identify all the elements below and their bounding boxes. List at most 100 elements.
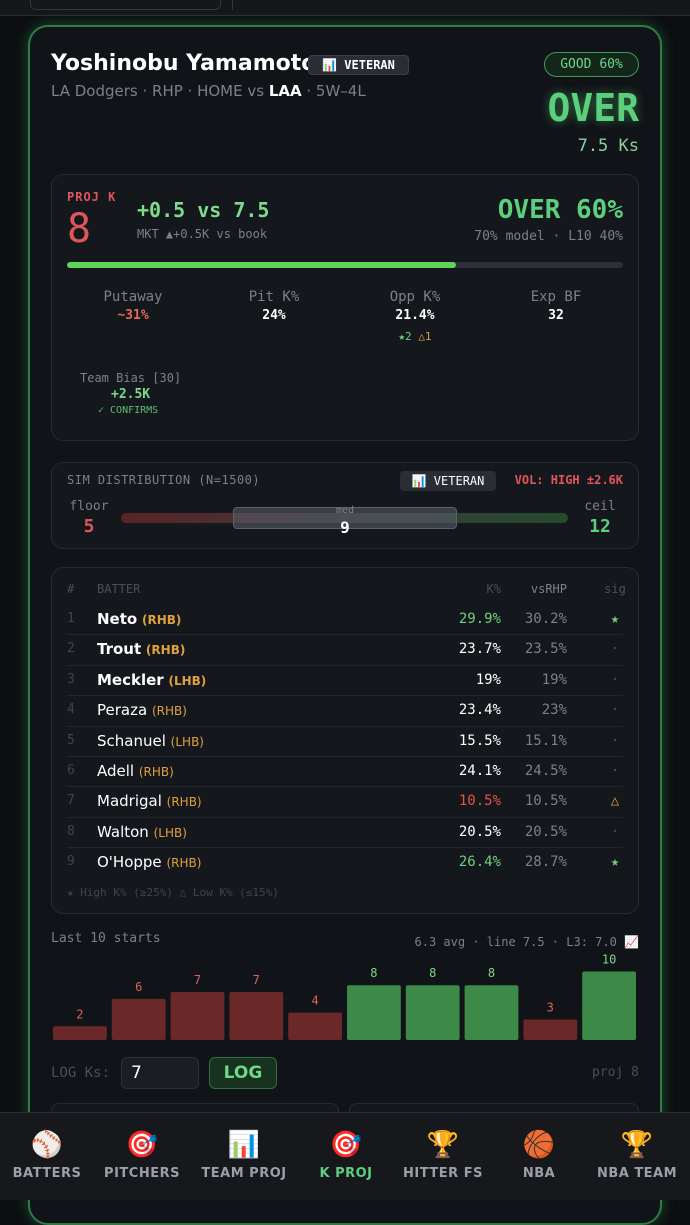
- nav-icon: 🎯: [329, 1130, 363, 1160]
- sim-iqr: [233, 507, 457, 529]
- bar-label: 4: [311, 994, 318, 1008]
- progress-track: [67, 262, 623, 268]
- batter: Schanuel (LHB): [97, 731, 204, 752]
- bar-label: 3: [547, 1000, 554, 1014]
- pick: OVER: [547, 86, 639, 130]
- k-pct: 26.4%: [458, 854, 501, 871]
- log-label: LOG Ks:: [51, 1065, 111, 1081]
- row-num: 1: [67, 611, 75, 626]
- bar: [582, 971, 636, 1040]
- k-pct: 15.5%: [458, 732, 501, 749]
- bar-label: 8: [429, 966, 436, 980]
- nav-item[interactable]: 📊 TEAM PROJ: [196, 1122, 292, 1192]
- batter-hand: (RHB): [151, 704, 187, 719]
- k-pct: 19%: [475, 671, 501, 688]
- log-button-label: LOG: [223, 1063, 263, 1083]
- floor-label: floor: [69, 499, 109, 514]
- k-pct: 24.1%: [458, 763, 501, 779]
- bar-label: 10: [602, 953, 616, 967]
- vs-rhp: 23.5%: [524, 641, 567, 658]
- nav-item[interactable]: 🎯 PITCHERS: [94, 1122, 190, 1192]
- batter-hand: (RHB): [141, 613, 182, 627]
- divider: [232, 0, 233, 10]
- row-divider: [67, 725, 623, 727]
- batter: Adell (RHB): [97, 761, 174, 782]
- nav-label: HITTER FS: [403, 1166, 483, 1181]
- batter: O'Hoppe (RHB): [97, 852, 201, 873]
- sig: ·: [610, 763, 620, 779]
- k-pct: 23.4%: [458, 702, 501, 719]
- vs-rhp: 24.5%: [524, 763, 567, 779]
- sig: ·: [610, 671, 620, 688]
- k-pct: 29.9%: [458, 611, 501, 627]
- nav-icon: 🏀: [522, 1130, 556, 1160]
- row-divider: [67, 634, 623, 636]
- row-divider: [67, 664, 623, 666]
- chart-title: Last 10 starts: [51, 931, 161, 946]
- row-divider: [67, 847, 623, 849]
- nav-item[interactable]: ⚾ BATTERS: [0, 1122, 95, 1192]
- progress-fill: [67, 262, 457, 268]
- batter-hand: (RHB): [166, 795, 202, 810]
- bar-label: 7: [253, 973, 260, 987]
- batter-hand: (LHB): [168, 673, 207, 688]
- sig: △: [610, 793, 620, 810]
- nav-label: K PROJ: [319, 1166, 373, 1181]
- batter: Trout (RHB): [97, 639, 185, 660]
- nav-item[interactable]: 🏀 NBA: [491, 1122, 587, 1192]
- vs-rhp: 30.2%: [524, 611, 567, 627]
- sig: ·: [610, 732, 620, 749]
- opponent: LAA: [268, 82, 302, 100]
- stat-label: Opp K%: [389, 289, 441, 305]
- median-value: 9: [340, 518, 350, 537]
- proj-pick: OVER 60%: [497, 195, 623, 225]
- nav-item[interactable]: 🏆 NBA TEAM: [589, 1122, 685, 1192]
- bar-chart: 2 6 7 7 4 8 8 8 3 10: [53, 953, 636, 1040]
- stat-label: Exp BF: [530, 289, 582, 305]
- volatility: VOL: HIGH ±2.6K: [514, 473, 623, 487]
- ceil-value: 12: [589, 516, 611, 537]
- bar-label: 8: [370, 966, 377, 980]
- team-bias-status: ✓ CONFIRMS: [98, 405, 159, 416]
- nav-item[interactable]: 🏆 HITTER FS: [395, 1122, 491, 1192]
- ceil-label: ceil: [584, 499, 616, 514]
- flag-low: △1: [418, 330, 432, 343]
- market: MKT ▲+0.5K vs book: [137, 227, 268, 241]
- vs-rhp: 28.7%: [524, 854, 567, 871]
- batter: Walton (LHB): [97, 822, 187, 843]
- vs-rhp: 20.5%: [524, 823, 567, 840]
- line: 7.5 Ks: [577, 136, 639, 156]
- sig: ★: [610, 854, 620, 871]
- row-num: 5: [67, 732, 75, 748]
- row-divider: [67, 786, 623, 788]
- col-num: #: [67, 582, 75, 596]
- row-divider: [67, 695, 623, 697]
- log-input-value: 7: [131, 1063, 142, 1083]
- batter: Madrigal (RHB): [97, 791, 202, 812]
- nav-icon: 📊: [227, 1130, 261, 1160]
- search-input[interactable]: [30, 0, 221, 10]
- batter: Neto (RHB): [97, 609, 181, 630]
- subtitle: LA Dodgers · RHP · HOME vs LAA · 5W–4L: [51, 81, 366, 101]
- nav-item[interactable]: 🎯 K PROJ: [298, 1122, 394, 1192]
- pitcher-name: Yoshinobu Yamamoto: [51, 51, 317, 76]
- model: 70% model · L10 40%: [474, 229, 623, 244]
- sig: ·: [610, 641, 620, 658]
- row-num: 2: [67, 641, 75, 657]
- bar: [53, 1026, 107, 1040]
- lineup-card: [51, 567, 639, 914]
- grade-pill: GOOD 60%: [544, 52, 639, 77]
- row-num: 9: [67, 854, 75, 870]
- flag-high: ★2: [398, 330, 412, 343]
- batter-name: Peraza: [97, 701, 148, 720]
- sim-title: SIM DISTRIBUTION (N=1500): [67, 473, 261, 487]
- bar-label: 2: [76, 1007, 83, 1021]
- edge: +0.5 vs 7.5: [137, 198, 270, 222]
- log-button[interactable]: LOG: [209, 1057, 277, 1089]
- nav-icon: 🏆: [620, 1130, 654, 1160]
- batter: Peraza (RHB): [97, 700, 187, 721]
- log-input[interactable]: 7: [121, 1057, 199, 1089]
- batter-hand: (RHB): [138, 765, 174, 779]
- projection-card: [51, 174, 639, 441]
